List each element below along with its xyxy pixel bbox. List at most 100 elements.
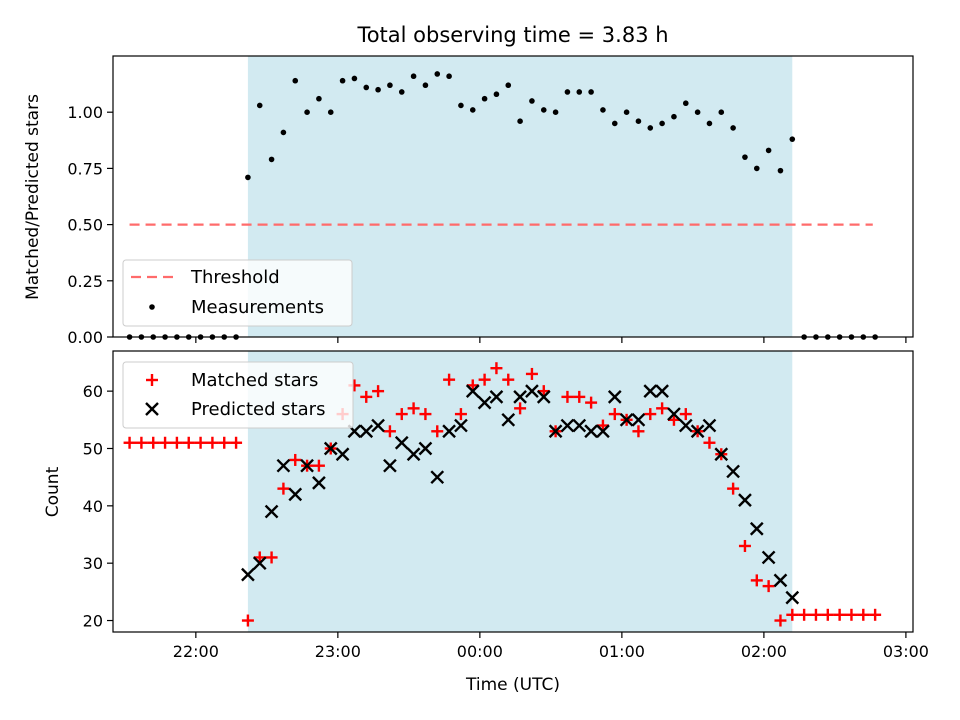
matched-star-point [608, 408, 621, 421]
predicted-star-point [702, 418, 717, 433]
predicted-star-point [536, 390, 551, 404]
predicted-star-point [241, 567, 255, 582]
predicted-star-point [442, 424, 456, 439]
measurement-point [789, 136, 796, 142]
matched-star-point [786, 608, 799, 621]
matched-star-point [857, 608, 870, 621]
top-axes-frame [112, 55, 914, 338]
measurement-point [730, 125, 736, 131]
measurement-point [635, 118, 642, 124]
y-tick-label: 0.25 [67, 272, 103, 291]
measurement-point [682, 100, 689, 107]
measurement-point [458, 102, 464, 109]
matched-star-point [443, 373, 456, 386]
matched-star-point [372, 385, 385, 398]
predicted-star-point [312, 476, 326, 490]
matched-star-point [206, 436, 219, 449]
measurement-point [304, 109, 310, 115]
measurement-point [493, 91, 500, 98]
count-points [123, 362, 882, 627]
matched-star-point [170, 436, 183, 449]
matched-star-point [703, 436, 716, 449]
matched-star-point [431, 425, 444, 438]
matched-star-point [821, 608, 834, 621]
measurement-point [481, 95, 488, 102]
legend-predicted-label: Predicted stars [191, 399, 325, 420]
top-legend-box [122, 259, 353, 327]
matched-star-point [738, 539, 751, 552]
predicted-star-point [749, 521, 764, 536]
measurement-point [611, 120, 618, 127]
matched-star-point [454, 408, 467, 421]
matched-star-point [537, 385, 550, 398]
matched-star-point [241, 614, 254, 627]
legend-predicted-swatch [145, 402, 159, 416]
measurement-point [375, 86, 381, 93]
legend-threshold-label: Threshold [190, 267, 280, 288]
predicted-star-point [761, 550, 776, 565]
measurement-point [564, 89, 571, 95]
matched-star-point [194, 436, 207, 449]
matched-star-point [833, 608, 846, 621]
measurement-point [742, 154, 748, 160]
measurement-point [718, 109, 725, 115]
predicted-star-point [738, 493, 752, 507]
measurement-points [126, 71, 878, 340]
measurement-point [576, 89, 583, 95]
measurement-point [517, 118, 523, 124]
bottom-axes-frame [112, 350, 914, 633]
predicted-star-point [264, 504, 279, 519]
predicted-star-point [560, 418, 575, 433]
bottom-x-ticks: 22:00 23:00 00:00 01:00 02:00 03:00 [173, 632, 929, 661]
bottom-y-ticks: 20 30 40 50 60 [83, 382, 113, 631]
measurement-point [659, 120, 665, 127]
bottom-legend: Matched stars Predicted stars [122, 361, 354, 429]
measurement-point [292, 77, 299, 84]
matched-star-point [573, 390, 586, 403]
top-panel: 0.00 0.25 0.50 0.75 1.00 Total observing tim… [23, 23, 914, 347]
predicted-star-point [454, 418, 468, 433]
matched-star-point [218, 436, 231, 449]
measurement-point [765, 147, 772, 154]
matched-star-point [845, 608, 858, 621]
top-y-ticks: 0.00 0.25 0.50 0.75 1.00 [67, 103, 113, 347]
predicted-star-point [276, 458, 291, 473]
predicted-star-point [596, 424, 610, 439]
matched-star-point [869, 608, 882, 621]
measurement-point [245, 174, 251, 181]
predicted-star-point [335, 447, 350, 462]
matched-star-point [525, 367, 538, 380]
y-tick-label: 20 [83, 612, 103, 631]
y-tick-label: 30 [83, 554, 103, 573]
measurement-point [422, 82, 429, 89]
bottom-legend-box [122, 361, 354, 429]
matched-star-point [147, 436, 160, 449]
matched-star-point [596, 419, 609, 432]
top-y-axis-label: Matched/Predicted stars [23, 94, 43, 300]
measurement-point [588, 89, 594, 95]
measurement-point [623, 109, 630, 115]
measurement-point [387, 82, 393, 89]
predicted-star-point [773, 573, 788, 588]
measurement-point [540, 107, 547, 113]
predicted-star-point [383, 458, 397, 473]
x-axis-label: Time (UTC) [465, 675, 560, 695]
matched-star-point [277, 482, 290, 495]
y-tick-label: 40 [83, 497, 103, 516]
x-tick-label: 23:00 [315, 642, 361, 661]
measurement-point [398, 89, 405, 95]
measurement-point [327, 109, 334, 115]
measurement-point [753, 165, 760, 172]
measurement-point [434, 71, 441, 77]
predicted-star-point [359, 424, 374, 439]
predicted-star-point [678, 418, 693, 433]
predicted-star-point [430, 470, 445, 485]
predicted-star-point [477, 395, 492, 410]
bottom-y-axis-label: Count [43, 466, 63, 517]
measurement-point [351, 75, 358, 82]
matched-star-point [809, 608, 822, 621]
legend-matched-swatch [146, 374, 158, 386]
measurement-point [694, 109, 701, 115]
predicted-star-point [619, 412, 634, 427]
